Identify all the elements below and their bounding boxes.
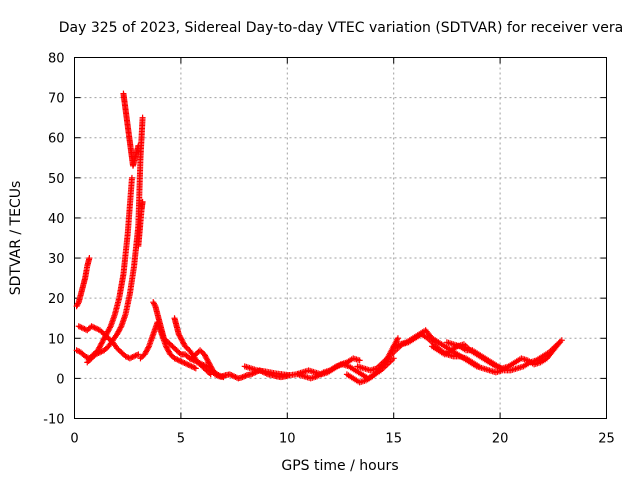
x-tick-label: 5 bbox=[177, 432, 185, 447]
data-point bbox=[356, 357, 363, 364]
data-point bbox=[390, 355, 397, 362]
data-point bbox=[135, 351, 142, 358]
y-tick-label: 10 bbox=[48, 332, 65, 347]
data-point bbox=[128, 174, 135, 181]
y-tick-label: 60 bbox=[48, 132, 65, 147]
y-tick-label: 50 bbox=[48, 172, 65, 187]
chart-title: Day 325 of 2023, Sidereal Day-to-day VTE… bbox=[59, 20, 623, 36]
y-axis-label: SDTVAR / TECUs bbox=[8, 181, 24, 296]
data-point-interp bbox=[117, 324, 124, 331]
y-tick-label: 80 bbox=[48, 52, 65, 67]
series-arc-5 bbox=[135, 198, 146, 250]
series-arc-9 bbox=[171, 315, 227, 381]
data-point bbox=[86, 255, 93, 262]
series-arc-3 bbox=[120, 90, 142, 169]
y-tick-label: -10 bbox=[43, 413, 64, 428]
data-point bbox=[139, 114, 146, 121]
data-point-interp bbox=[106, 324, 113, 331]
data-point-interp bbox=[151, 301, 158, 308]
y-tick-label: 0 bbox=[56, 372, 64, 387]
y-tick-label: 40 bbox=[48, 212, 65, 227]
series-arc-1 bbox=[73, 255, 93, 310]
points-layer bbox=[73, 90, 565, 386]
data-point bbox=[558, 337, 565, 344]
x-tick-label: 20 bbox=[492, 432, 509, 447]
x-tick-label: 25 bbox=[598, 432, 615, 447]
series-arc-15 bbox=[390, 327, 506, 376]
data-point bbox=[139, 198, 146, 205]
x-tick-label: 10 bbox=[279, 432, 296, 447]
grid-layer bbox=[74, 57, 607, 419]
series-arc-2 bbox=[73, 174, 135, 362]
data-point bbox=[192, 365, 199, 372]
series-arc-17 bbox=[443, 337, 565, 374]
y-tick-label: 70 bbox=[48, 92, 65, 107]
data-point bbox=[394, 335, 401, 342]
data-point-interp bbox=[75, 300, 82, 307]
series-arc-6 bbox=[75, 323, 142, 362]
y-tick-label: 30 bbox=[48, 252, 65, 267]
x-tick-label: 0 bbox=[70, 432, 78, 447]
data-point-interp bbox=[145, 344, 152, 351]
x-axis-label: GPS time / hours bbox=[281, 458, 398, 474]
y-tick-label: 20 bbox=[48, 292, 65, 307]
x-tick-label: 15 bbox=[385, 432, 402, 447]
plot-frame bbox=[74, 57, 607, 419]
tick-layer: 0 5 10 15 20 25 -10 0 10 20 30 40 50 60 70 80 bbox=[43, 52, 615, 447]
